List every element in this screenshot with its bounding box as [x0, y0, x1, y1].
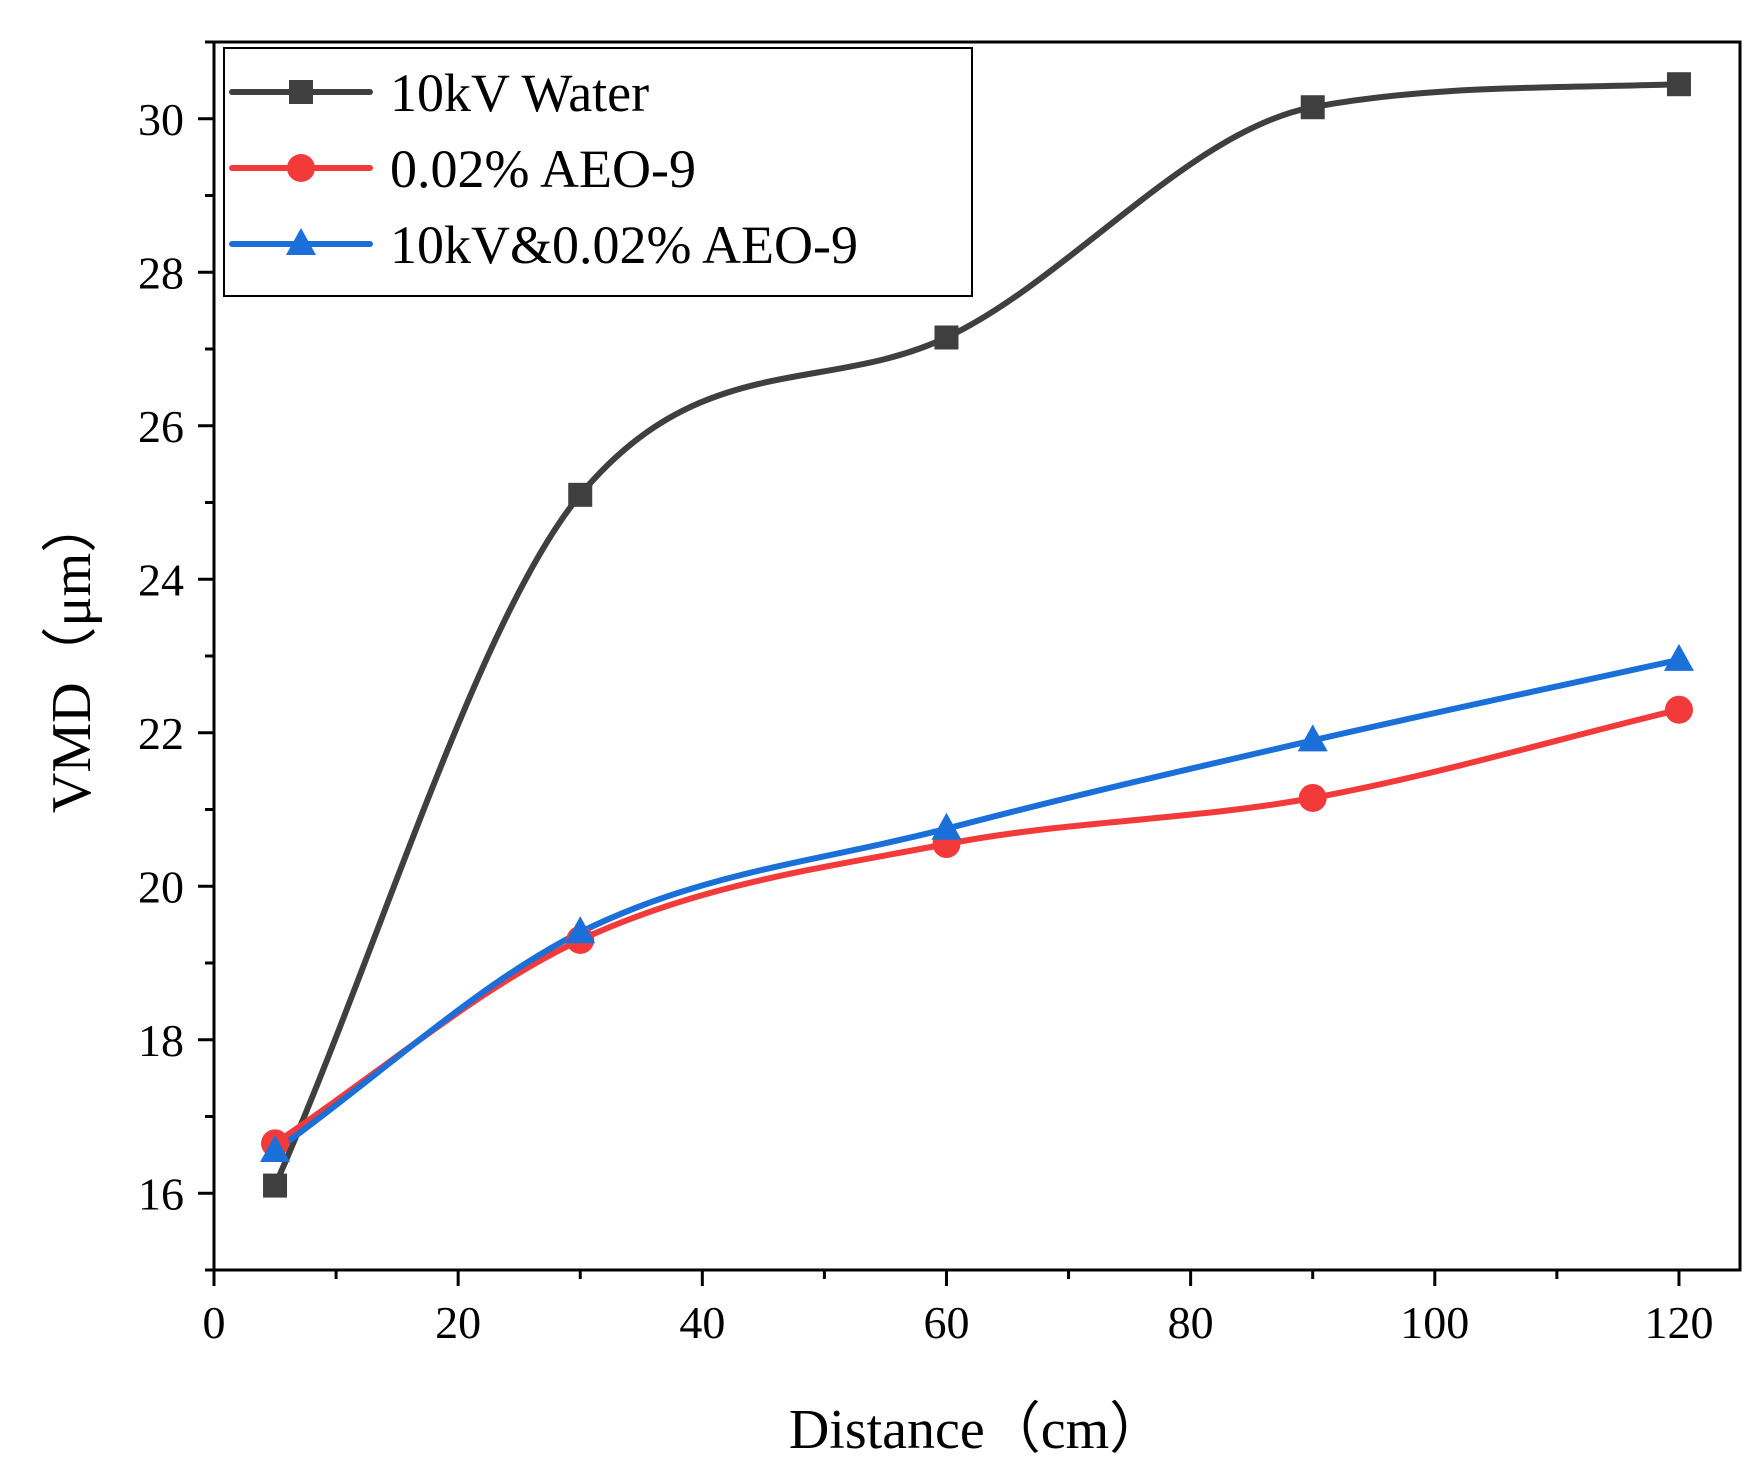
- series-curve-1: [272, 81, 1682, 1189]
- x-tick-label: 120: [1644, 1297, 1713, 1348]
- x-axis-ticks: 0 20 40 60 80 100 120: [203, 1270, 1713, 1348]
- data-point-1-5: [1666, 72, 1691, 97]
- data-point-2-4: [1298, 783, 1327, 812]
- x-axis-title: Distance（cm）: [789, 1399, 1165, 1461]
- legend-label-2: 0.02% AEO-9: [390, 139, 696, 199]
- y-tick-label: 24: [138, 554, 184, 605]
- y-axis-ticks: 16 18 20 22 24 26 28 30: [138, 40, 214, 1272]
- x-tick-label: 100: [1400, 1297, 1469, 1348]
- data-point-3-5: [1663, 643, 1694, 671]
- legend-label-3: 10kV&0.02% AEO-9: [390, 215, 858, 275]
- y-tick-label: 16: [138, 1168, 184, 1219]
- x-tick-label: 0: [203, 1297, 226, 1348]
- legend-marker-3: [286, 228, 316, 255]
- legend-marker-2: [287, 154, 315, 182]
- data-point-3-3: [931, 812, 962, 840]
- legend-marker-1: [289, 80, 313, 104]
- y-tick-label: 30: [138, 94, 184, 145]
- y-tick-label: 18: [138, 1015, 184, 1066]
- data-point-3-2: [565, 916, 596, 944]
- x-tick-label: 80: [1168, 1297, 1214, 1348]
- legend: 10kV Water 0.02% AEO-9 10kV&0.02% AEO-9: [223, 47, 973, 297]
- series-curve-2: [272, 706, 1682, 1147]
- y-tick-label: 28: [138, 247, 184, 298]
- y-tick-label: 20: [138, 861, 184, 912]
- y-tick-label: 26: [138, 401, 184, 452]
- data-point-1-4: [1300, 95, 1325, 120]
- data-point-3-1: [260, 1135, 291, 1163]
- data-point-1-2: [568, 482, 593, 507]
- series-curve-3: [272, 656, 1682, 1154]
- data-point-1-3: [934, 325, 959, 350]
- x-tick-label: 40: [679, 1297, 725, 1348]
- x-tick-label: 60: [923, 1297, 969, 1348]
- data-point-2-5: [1664, 695, 1693, 724]
- y-tick-label: 22: [138, 708, 184, 759]
- legend-label-1: 10kV Water: [390, 63, 649, 123]
- data-point-3-4: [1297, 724, 1328, 752]
- data-point-1-1: [263, 1173, 288, 1198]
- data-markers: [260, 72, 1694, 1198]
- y-axis-title: VMD（μm）: [41, 497, 103, 813]
- x-tick-label: 20: [435, 1297, 481, 1348]
